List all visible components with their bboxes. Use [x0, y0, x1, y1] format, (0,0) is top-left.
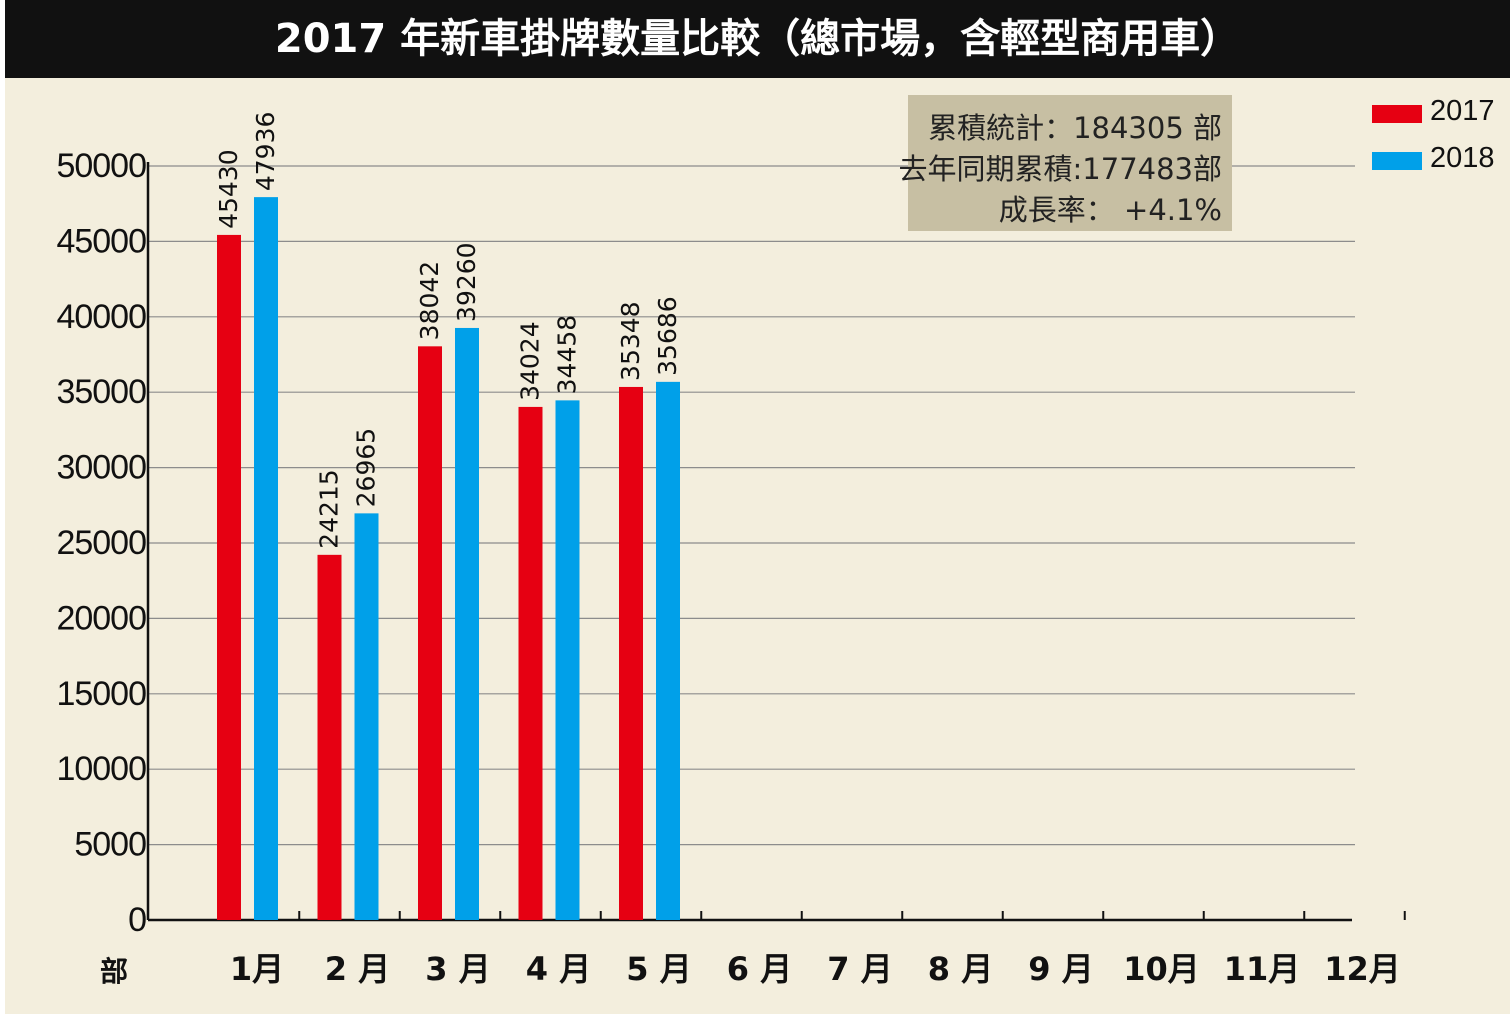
chart-title: 2017 年新車掛牌數量比較（總市場，含輕型商用車）: [274, 16, 1241, 62]
data-label-2017-4: 34024: [516, 321, 545, 401]
y-tick-label-25000: 25000: [56, 524, 146, 562]
last-year-cumulative-stat: 去年同期累積:177483部: [898, 152, 1222, 186]
x-tick-label-8: 8 月: [928, 950, 993, 988]
y-tick-label-35000: 35000: [56, 373, 146, 411]
title-bar: 2017 年新車掛牌數量比較（總市場，含輕型商用車）: [5, 0, 1510, 78]
legend-label-2017: 2017: [1430, 95, 1495, 127]
x-tick-label-4: 4 月: [526, 950, 591, 988]
y-tick-label-0: 0: [128, 901, 146, 939]
legend-swatch-2017: [1372, 105, 1422, 123]
stats-box: 累積統計：184305 部 去年同期累積:177483部 成長率： +4.1%: [899, 95, 1232, 231]
legend: 2017 2018: [1372, 95, 1507, 185]
y-tick-label-5000: 5000: [74, 826, 146, 864]
bar-2017-2: [317, 554, 342, 920]
bar-2017-5: [619, 386, 643, 920]
bar-2018-2: [354, 513, 379, 920]
y-tick-label-50000: 50000: [56, 147, 146, 185]
data-label-2017-5: 35348: [616, 301, 645, 381]
x-tick-label-5: 5 月: [626, 950, 691, 988]
bar-2017-3: [418, 346, 442, 920]
data-label-2018-4: 34458: [553, 315, 582, 395]
y-tick-label-20000: 20000: [56, 599, 146, 637]
y-tick-label-30000: 30000: [56, 449, 146, 487]
legend-item-2017: 2017: [1372, 95, 1507, 129]
data-label-2017-1: 45430: [214, 149, 243, 229]
data-label-2018-5: 35686: [653, 296, 682, 376]
x-tick-label-10: 10月: [1123, 950, 1200, 988]
x-tick-label-1: 1月: [230, 950, 284, 988]
bar-2017-1: [217, 234, 241, 921]
data-label-2018-1: 47936: [251, 112, 280, 192]
data-label-2018-3: 39260: [452, 242, 481, 322]
y-tick-label-10000: 10000: [56, 750, 146, 788]
bar-2018-3: [455, 327, 479, 920]
x-tick-label-9: 9 月: [1028, 950, 1093, 988]
x-tick-label-7: 7 月: [827, 950, 892, 988]
y-unit-label: 部: [100, 955, 129, 988]
x-tick-label-3: 3 月: [425, 950, 490, 988]
y-tick-label-40000: 40000: [56, 298, 146, 336]
y-tick-label-45000: 45000: [56, 222, 146, 260]
x-tick-label-6: 6 月: [727, 950, 792, 988]
data-label-2018-2: 26965: [352, 428, 381, 508]
legend-label-2018: 2018: [1430, 142, 1495, 174]
bar-2018-4: [555, 400, 580, 920]
bar-2018-1: [254, 197, 278, 920]
x-tick-label-11: 11月: [1224, 950, 1301, 988]
cumulative-stat: 累積統計：184305 部: [928, 111, 1222, 145]
x-tick-label-2: 2 月: [325, 950, 390, 988]
data-label-2017-3: 38042: [415, 261, 444, 341]
growth-rate-stat: 成長率： +4.1%: [998, 193, 1222, 227]
data-label-2017-2: 24215: [315, 469, 344, 549]
x-tick-label-12: 12月: [1324, 950, 1401, 988]
bar-2018-5: [656, 381, 680, 921]
legend-item-2018: 2018: [1372, 142, 1507, 176]
y-tick-label-15000: 15000: [56, 675, 146, 713]
legend-swatch-2018: [1372, 152, 1422, 170]
bar-2017-4: [518, 406, 543, 920]
